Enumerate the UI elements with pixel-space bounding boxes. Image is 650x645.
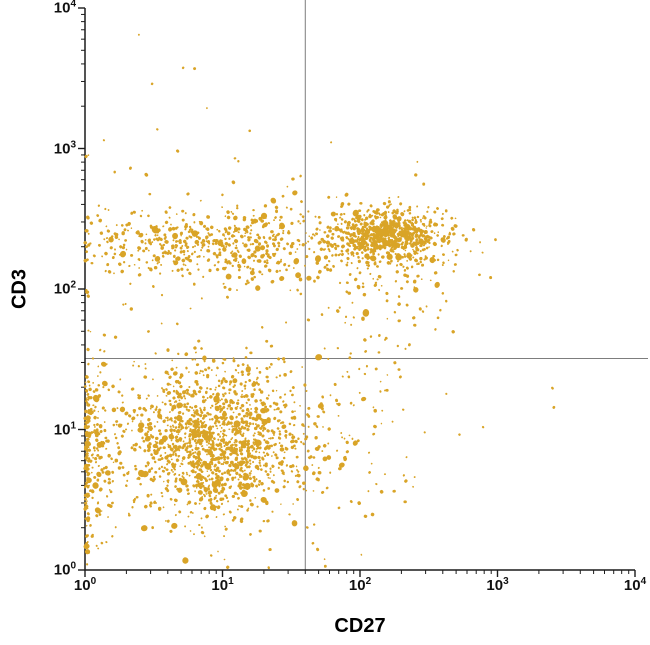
x-tick-label-10e2: 102 bbox=[348, 576, 372, 594]
x-tick-label-10e1: 101 bbox=[211, 576, 234, 594]
x-axis-title: CD27 bbox=[334, 615, 386, 637]
y-tick-label-10e3: 103 bbox=[53, 139, 76, 157]
x-tick-label-10e4: 104 bbox=[623, 576, 647, 594]
y-axis-title: CD3 bbox=[8, 268, 31, 310]
y-tick-label-10e0: 100 bbox=[53, 560, 76, 579]
y-tick-label-10e4: 104 bbox=[53, 0, 76, 17]
x-tick-label-10e3: 103 bbox=[486, 576, 509, 594]
y-tick-label-10e2: 102 bbox=[53, 279, 76, 298]
y-tick-label-10e1: 101 bbox=[53, 420, 76, 438]
x-tick-label-10e0: 100 bbox=[73, 576, 97, 594]
